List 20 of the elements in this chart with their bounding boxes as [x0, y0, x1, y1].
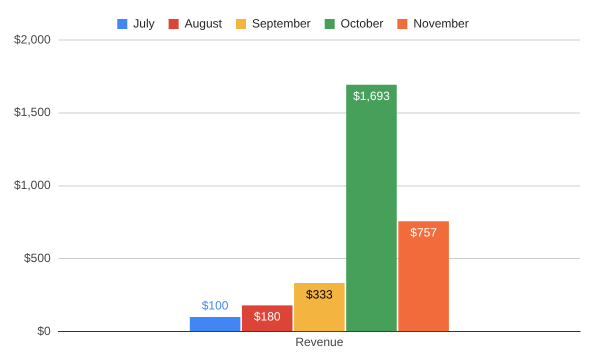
bar [294, 283, 345, 332]
data-label: $180 [254, 310, 281, 324]
y-tick-label: $500 [24, 251, 52, 266]
bar [346, 84, 397, 332]
bar [398, 221, 449, 332]
data-label: $1,693 [353, 89, 390, 104]
legend-label: September [252, 16, 311, 30]
x-tick-label: Revenue [295, 335, 344, 350]
y-tick-label: $1,000 [14, 178, 52, 192]
bar [190, 317, 240, 332]
data-label: $100 [202, 298, 229, 312]
y-tick-label: $2,000 [14, 32, 52, 46]
y-tick-label: $0 [37, 324, 52, 338]
data-label: $333 [306, 287, 334, 302]
legend-label: August [184, 16, 223, 30]
legend-label: November [413, 16, 469, 30]
legend-label: October [340, 16, 384, 30]
data-label: $757 [410, 226, 438, 240]
y-tick-label: $1,500 [14, 105, 52, 120]
legend-label: July [133, 16, 155, 30]
